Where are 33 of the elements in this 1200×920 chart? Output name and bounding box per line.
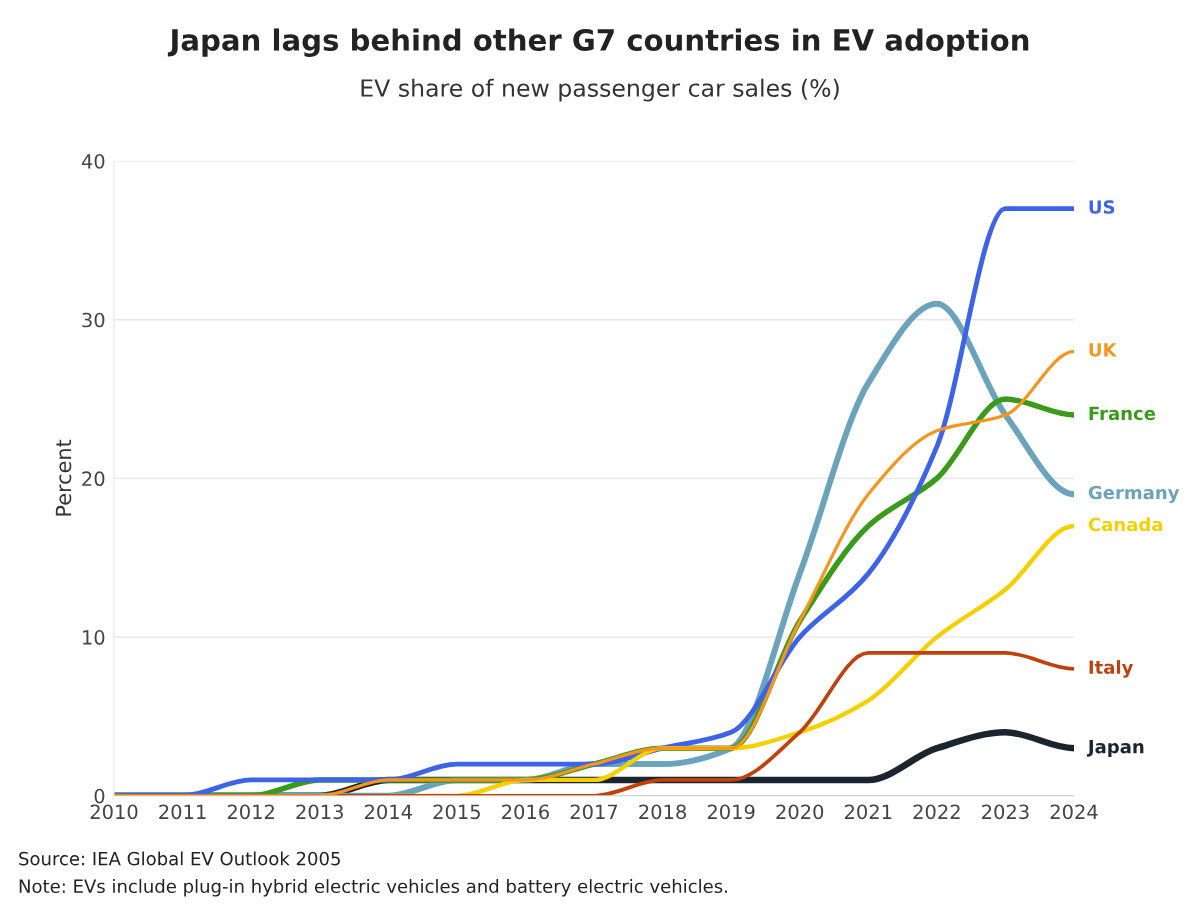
x-tick-label: 2024 (1050, 804, 1098, 820)
x-tick-label: 2016 (502, 804, 549, 820)
y-tick-label: 30 (82, 312, 105, 328)
series-label: Italy (1089, 660, 1134, 678)
series-label: US (1089, 200, 1115, 214)
x-tick-label: 2020 (776, 804, 824, 820)
series-label: France (1089, 406, 1156, 421)
x-tick-label: 2022 (913, 804, 960, 820)
chart-title: Japan lags behind other G7 countries in EV adoption (167, 28, 1029, 57)
series-label: Canada (1088, 517, 1163, 532)
x-tick-label: 2018 (639, 804, 686, 820)
chart-subtitle: EV share of new passenger car sales (%) (361, 78, 839, 102)
x-tick-label: 2013 (296, 804, 343, 820)
series-label: UK (1089, 343, 1118, 357)
x-tick-label: 2017 (570, 804, 618, 820)
x-tick-label: 2010 (90, 804, 138, 820)
series-label: Germany (1088, 485, 1180, 504)
x-tick-label: 2021 (844, 804, 892, 820)
x-tick-label: 2023 (982, 804, 1029, 820)
source-note: Source: IEA Global EV Outlook 2005 (19, 851, 340, 866)
y-axis-title: Percent (55, 439, 72, 516)
x-tick-label: 2012 (227, 804, 274, 820)
x-tick-label: 2019 (707, 804, 755, 820)
y-tick-label: 40 (81, 153, 105, 169)
y-tick-label: 10 (83, 630, 105, 645)
x-tick-label: 2014 (364, 804, 412, 820)
x-tick-label: 2015 (433, 804, 480, 820)
y-tick-label: 20 (82, 471, 105, 487)
line-series (114, 206, 1074, 796)
series-label: Japan (1086, 740, 1144, 757)
text: Note: EVs include plug-in hybrid electric vehicles and battery electric vehicles. (19, 879, 727, 897)
y-tick-label: 0 (94, 788, 105, 804)
x-tick-label: 2011 (159, 804, 206, 820)
